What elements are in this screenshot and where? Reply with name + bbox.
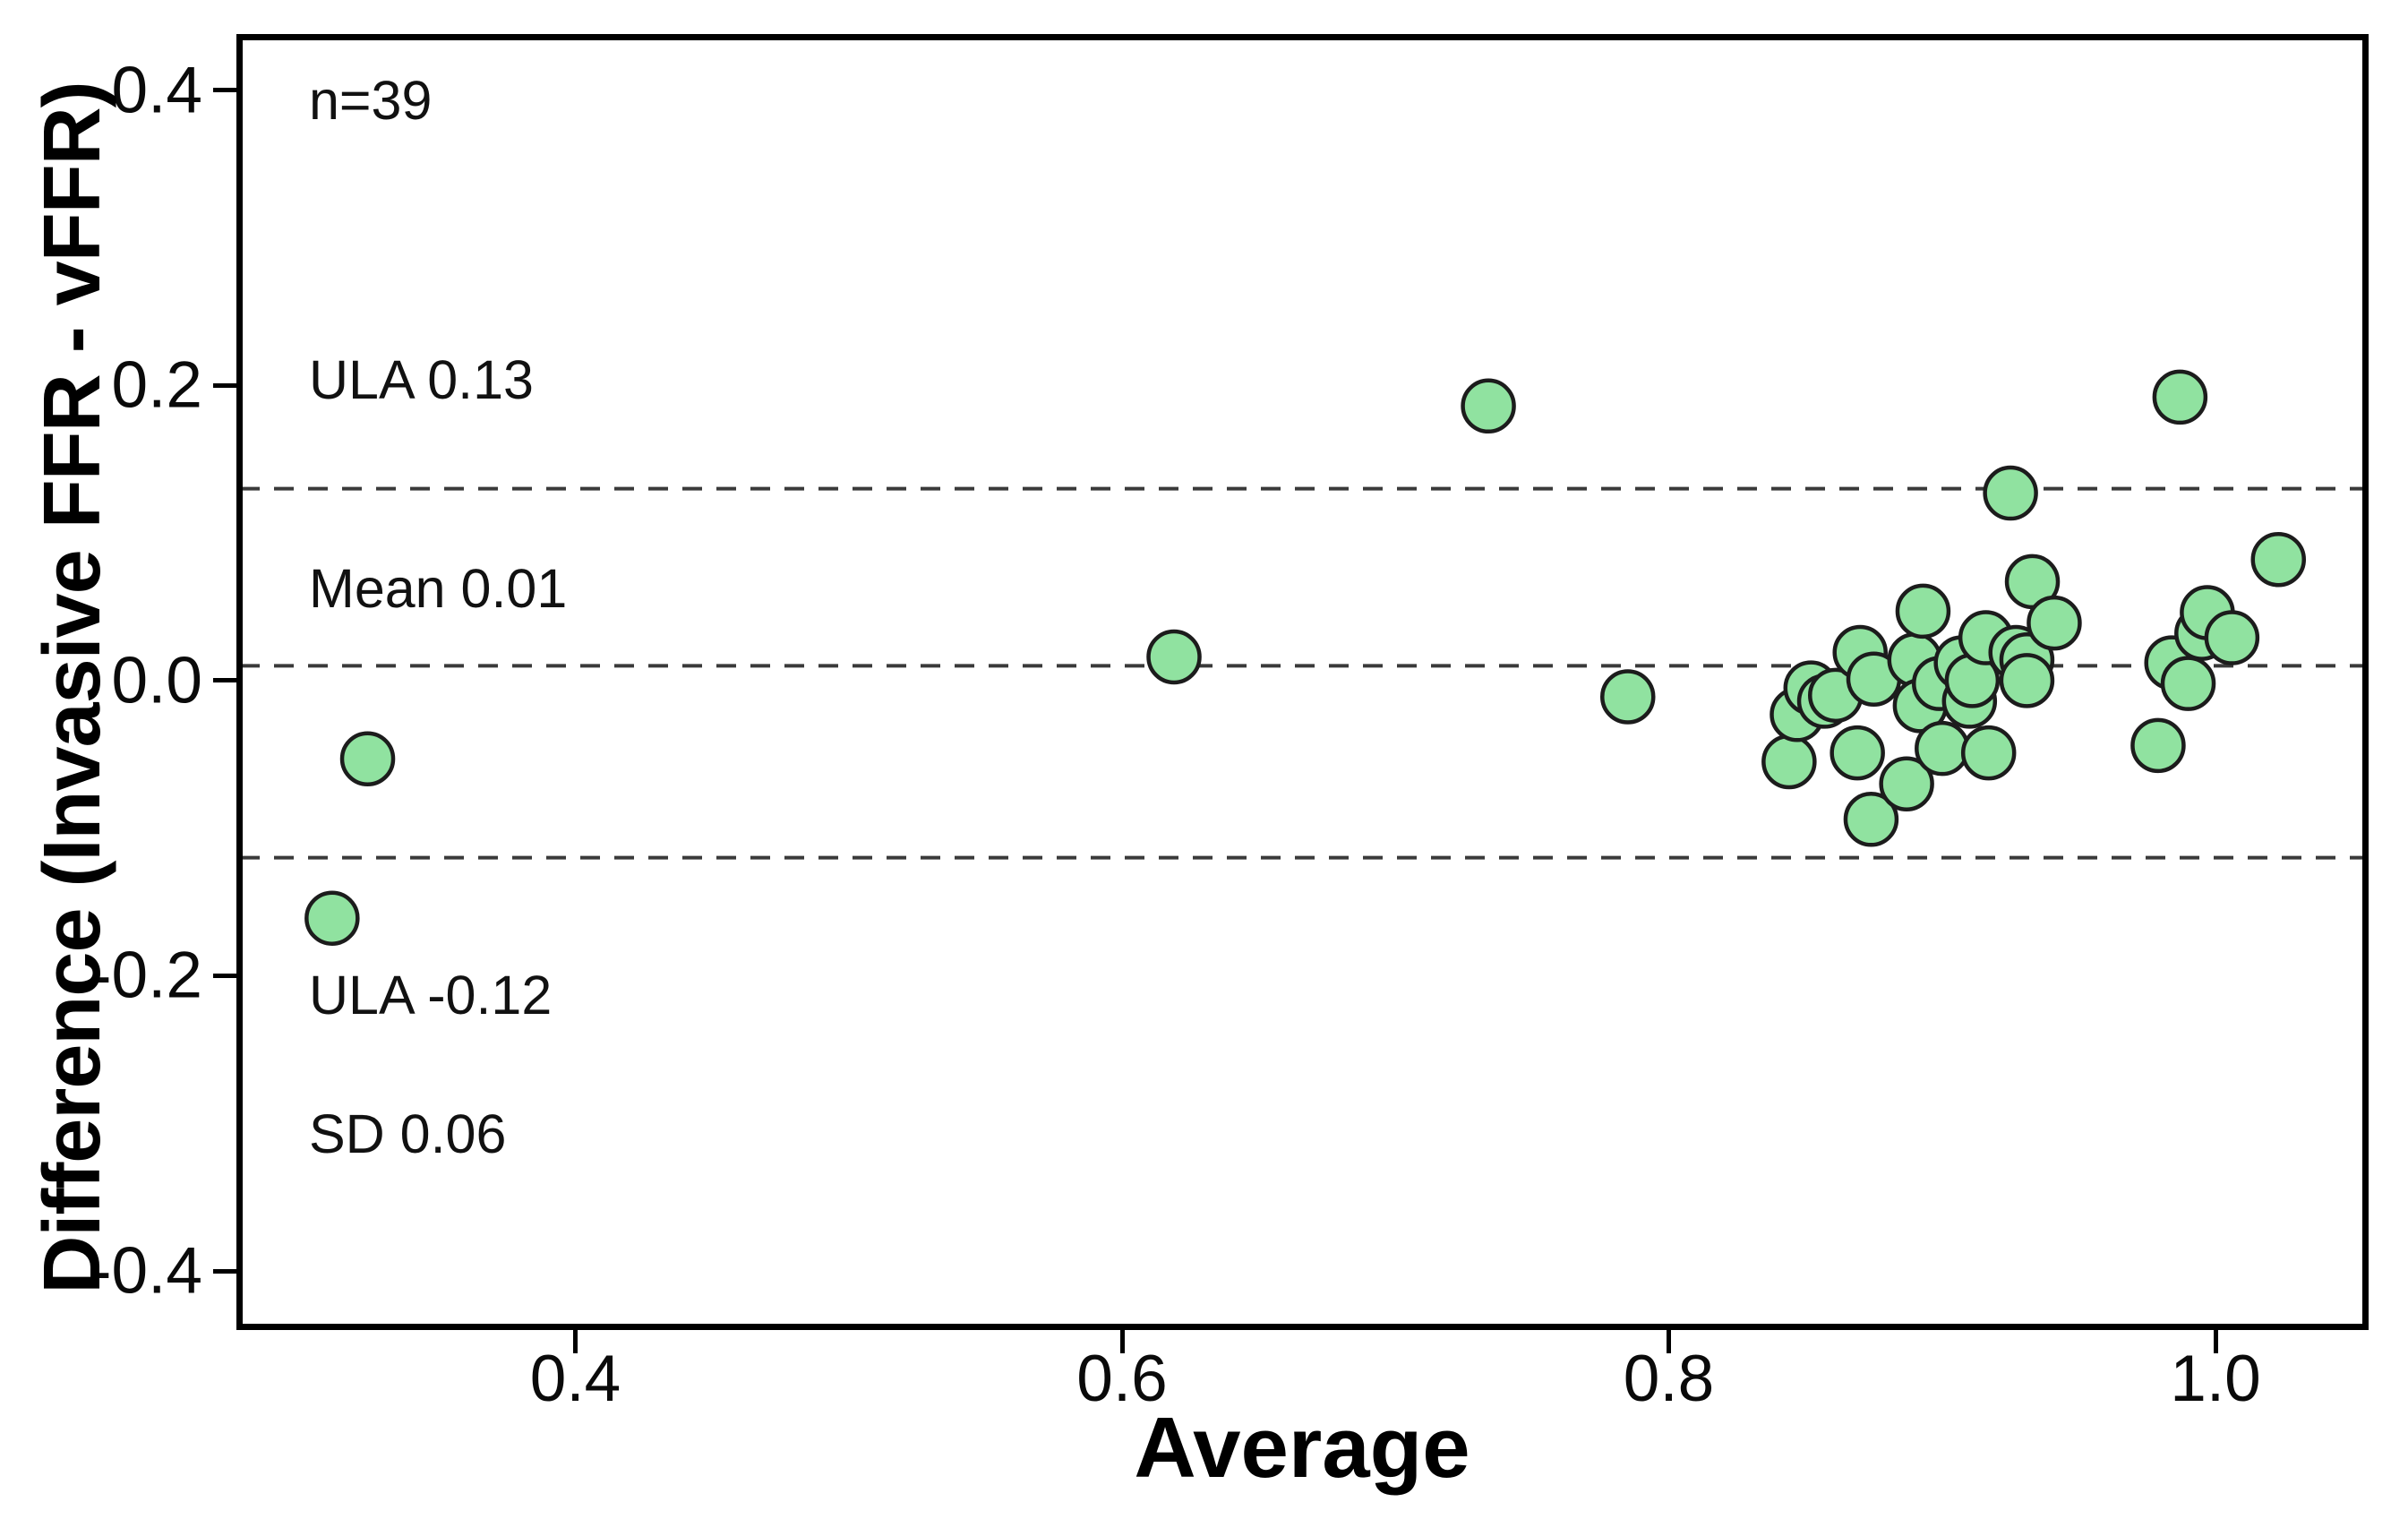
data-point	[1915, 720, 1970, 777]
annotation-n-count: n=39	[309, 70, 433, 131]
data-point	[304, 890, 360, 946]
plot-area	[236, 34, 2369, 1330]
x-axis-title: Average	[1134, 1400, 1470, 1496]
y-axis-tick-mark	[213, 1268, 236, 1274]
data-point	[1983, 465, 2038, 521]
x-axis-tick-label: 0.8	[1623, 1343, 1715, 1415]
data-point	[1879, 756, 1934, 811]
data-point	[2204, 610, 2260, 665]
data-point	[1761, 734, 1817, 790]
x-axis-tick-mark	[2213, 1330, 2218, 1353]
data-point	[1461, 378, 1516, 434]
data-point	[2160, 656, 2216, 711]
y-axis-tick-label: -0.2	[90, 939, 202, 1012]
y-axis-tick-label: 0.2	[111, 348, 202, 422]
data-point	[1895, 583, 1951, 639]
x-axis-tick-mark	[573, 1330, 578, 1353]
y-axis-tick-mark	[213, 973, 236, 978]
annotation-sd: SD 0.06	[309, 1103, 507, 1164]
data-point	[339, 731, 396, 786]
annotation-mean: Mean 0.01	[309, 558, 568, 619]
data-point	[1960, 725, 2017, 781]
plot-border	[236, 34, 2369, 1330]
x-axis-tick-mark	[1119, 1330, 1125, 1353]
data-point	[1999, 653, 2055, 708]
x-axis-tick-mark	[1667, 1330, 1672, 1353]
y-axis-title: Difference (Invasive FFR - vFFR)	[28, 82, 117, 1294]
y-axis-tick-mark	[213, 678, 236, 683]
data-point	[2027, 595, 2082, 651]
x-axis-tick-label: 0.6	[1076, 1343, 1168, 1415]
y-axis-tick-label: -0.4	[90, 1234, 202, 1308]
y-axis-tick-label: 0.4	[111, 54, 202, 127]
data-point	[2130, 717, 2186, 774]
data-point	[1600, 669, 1656, 725]
data-point	[1146, 629, 1202, 685]
x-axis-tick-label: 1.0	[2170, 1343, 2261, 1415]
data-point	[1843, 792, 1899, 847]
y-axis-tick-label: 0.0	[111, 644, 202, 717]
annotation-ula-lower: ULA -0.12	[309, 965, 553, 1026]
data-point	[2152, 369, 2208, 425]
data-point	[2250, 531, 2307, 588]
annotation-ula-upper: ULA 0.13	[309, 349, 534, 410]
y-axis-tick-mark	[213, 382, 236, 388]
x-axis-tick-label: 0.4	[529, 1343, 621, 1415]
data-point	[1830, 725, 1885, 781]
y-axis-tick-mark	[213, 88, 236, 93]
